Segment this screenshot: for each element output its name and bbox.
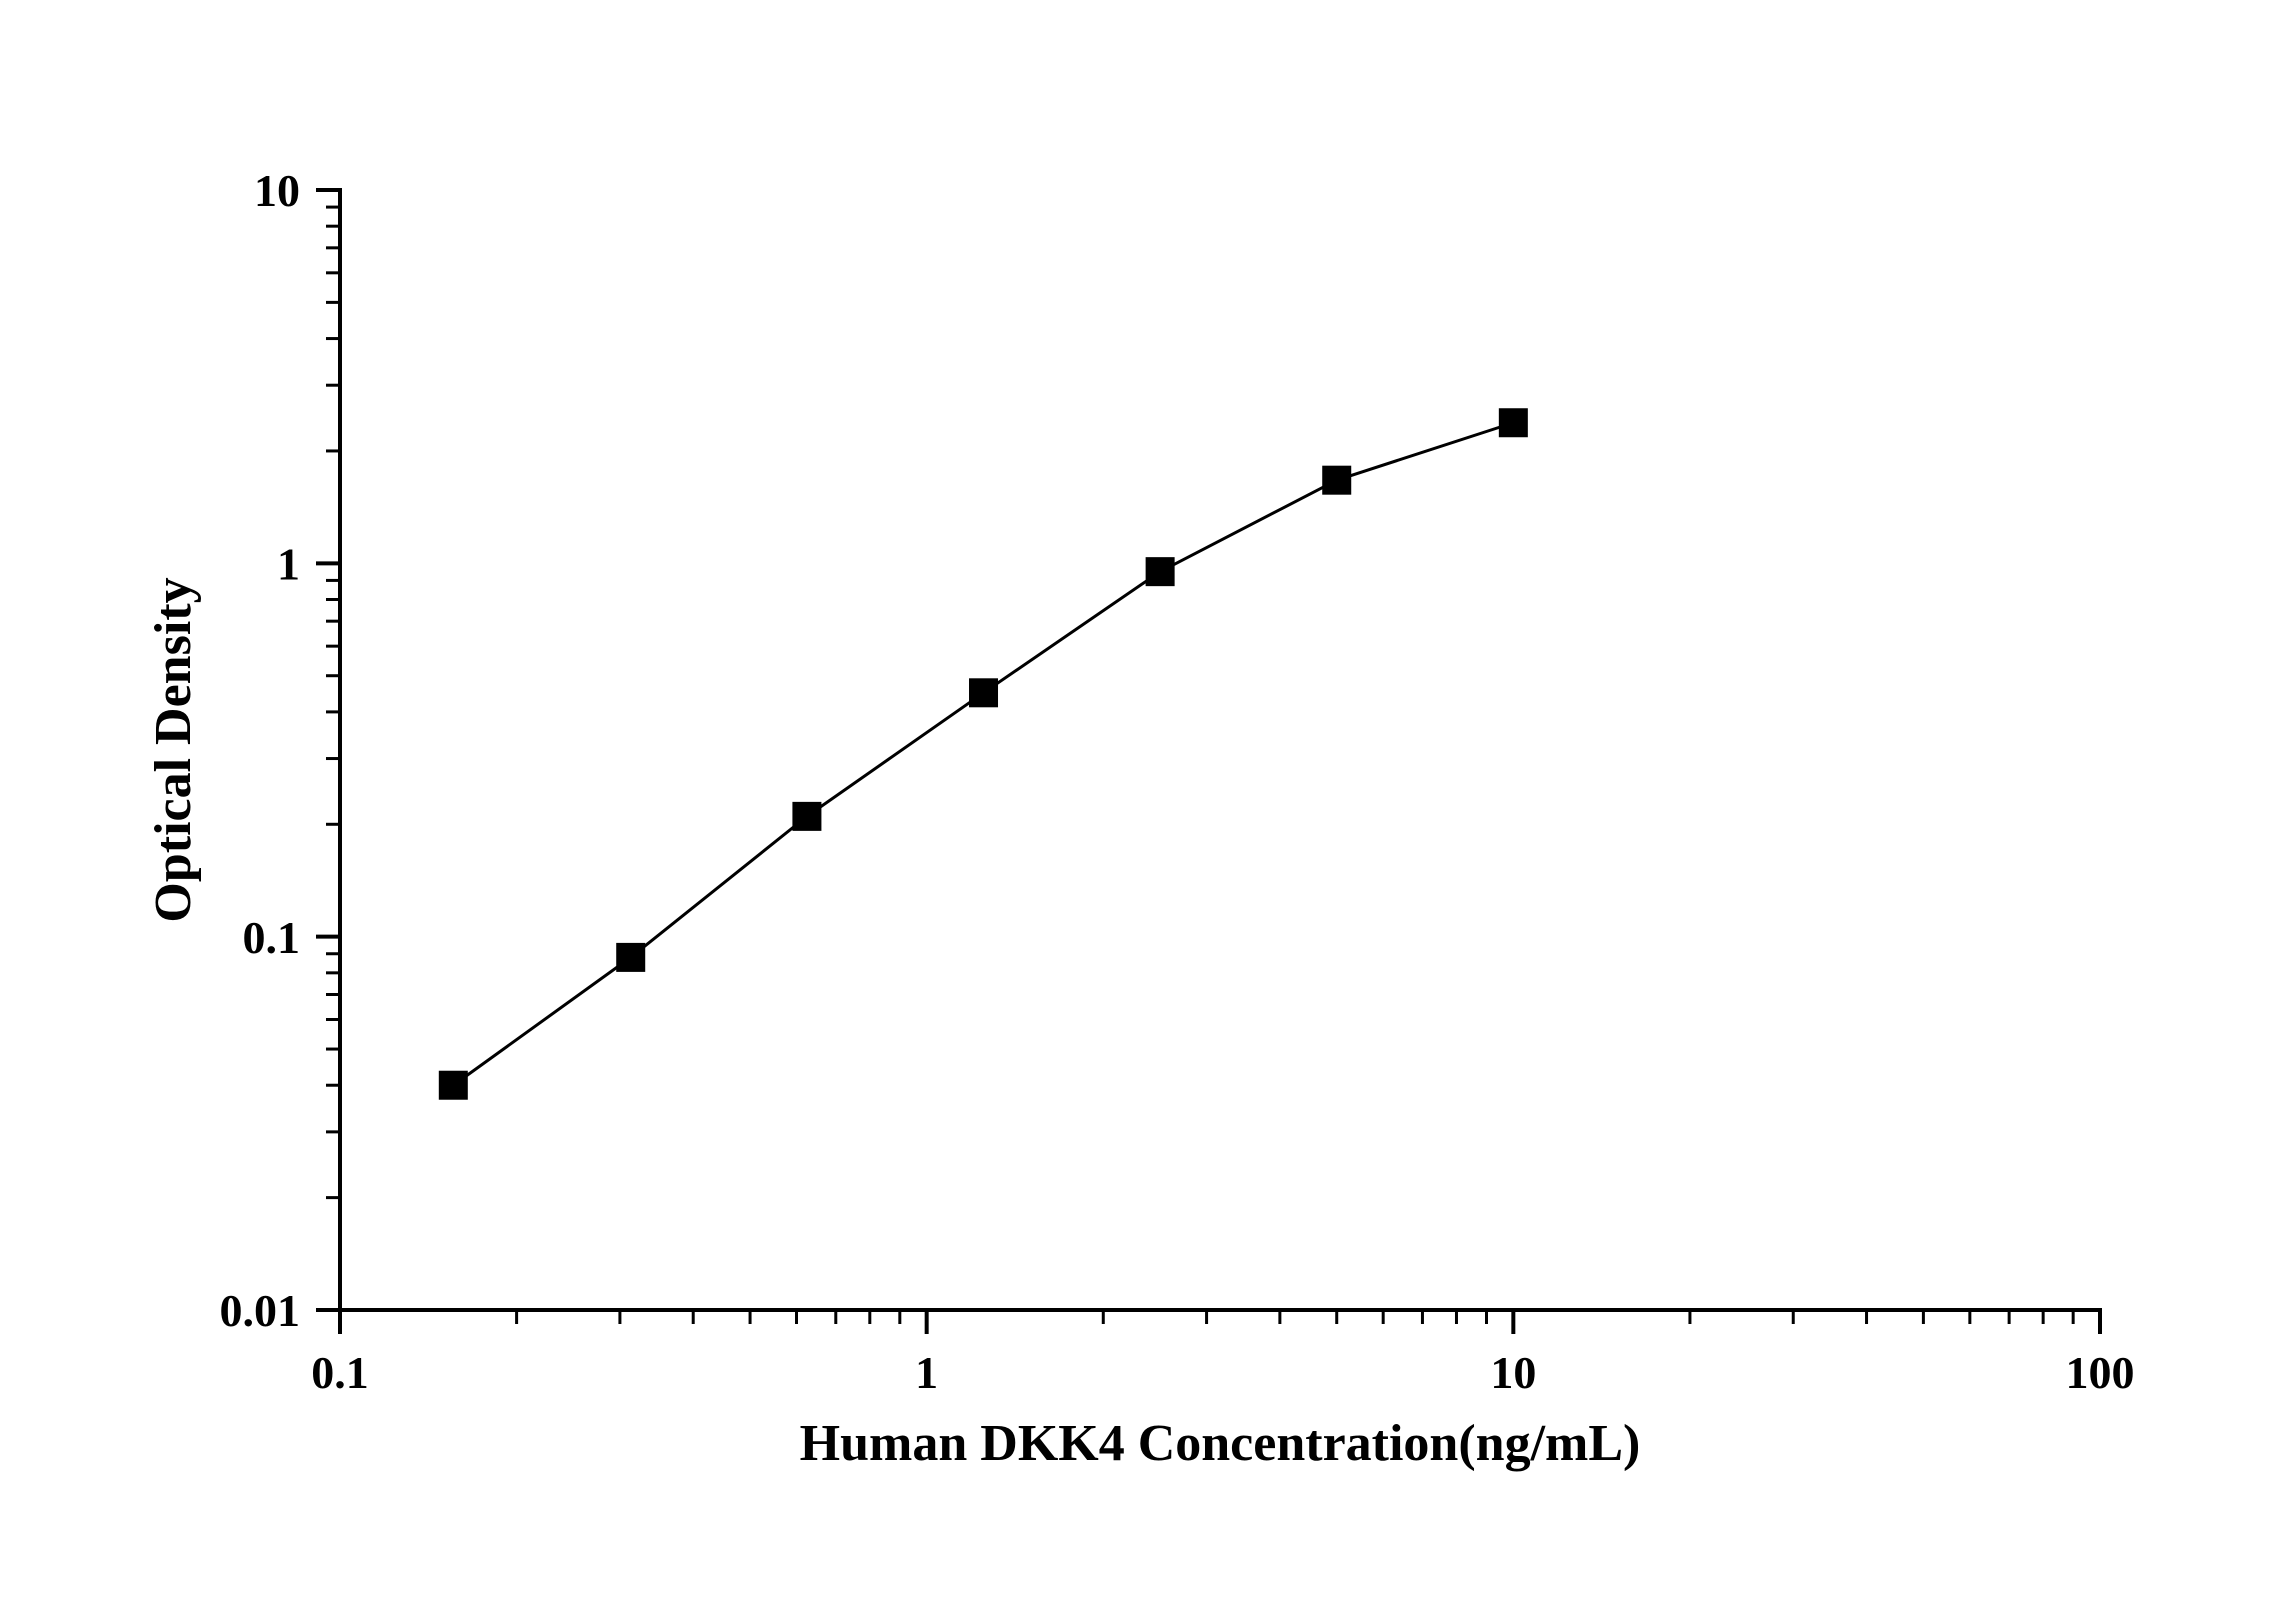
- y-tick-label: 0.1: [243, 912, 301, 963]
- series-marker: [1323, 466, 1351, 494]
- chart-container: 0.11101000.010.1110Human DKK4 Concentrat…: [0, 0, 2296, 1604]
- x-tick-label: 1: [915, 1347, 938, 1398]
- series-marker: [970, 679, 998, 707]
- x-tick-label: 0.1: [311, 1347, 369, 1398]
- y-axis-label: Optical Density: [145, 577, 202, 922]
- y-tick-label: 0.01: [220, 1285, 301, 1336]
- series-marker: [1499, 409, 1527, 437]
- series-marker: [617, 943, 645, 971]
- x-axis-label: Human DKK4 Concentration(ng/mL): [800, 1415, 1641, 1472]
- y-tick-label: 1: [277, 538, 300, 589]
- series-marker: [793, 802, 821, 830]
- x-tick-label: 10: [1490, 1347, 1536, 1398]
- x-tick-label: 100: [2066, 1347, 2135, 1398]
- y-tick-label: 10: [254, 165, 300, 216]
- standard-curve-chart: 0.11101000.010.1110Human DKK4 Concentrat…: [0, 0, 2296, 1604]
- series-marker: [439, 1071, 467, 1099]
- series-marker: [1146, 558, 1174, 586]
